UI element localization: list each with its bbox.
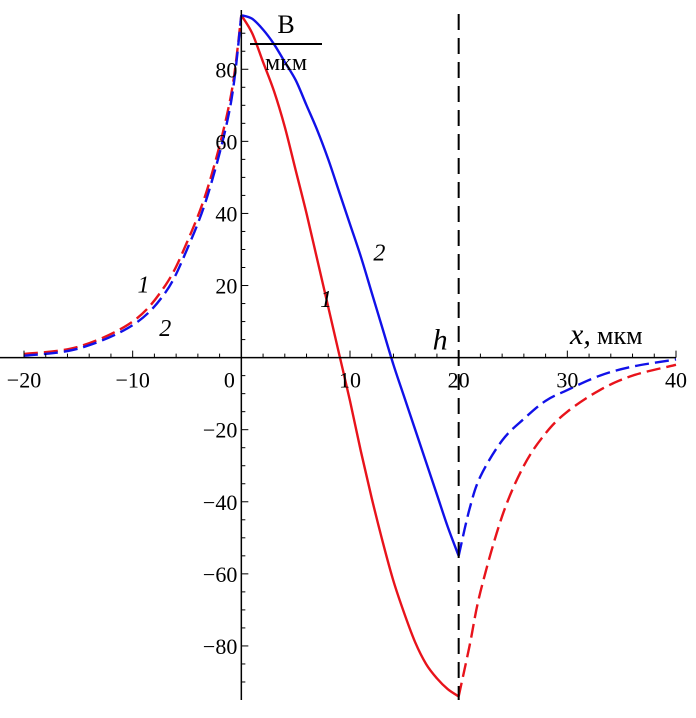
y-axis-title-denominator: мкм [265,50,307,76]
series-1-label: 1 [138,273,150,299]
series-2-solid-segment-1 [240,14,460,557]
y-tick-label: −20 [203,418,237,443]
x-axis-title-variable: x, [569,318,591,351]
y-tick-label: 60 [215,129,237,154]
series-1-dashed-segment-2 [457,363,677,697]
y-axis-title-numerator: B [277,10,294,39]
y-tick-label: −40 [203,490,237,515]
boundary-h-label: h [433,324,448,357]
series-1-solid-segment-1 [240,14,460,698]
y-tick-label: 80 [215,57,237,82]
x-tick-label: 0 [224,368,235,393]
series-2-dashed-segment-2 [457,358,677,557]
series-1-label: 1 [320,287,332,313]
y-tick-label: −80 [203,634,237,659]
series-2-dashed-segment-0 [23,15,243,357]
y-tick-label: 20 [215,274,237,299]
x-tick-label: −20 [7,368,41,393]
x-axis-title-unit: мкм [597,321,643,350]
x-tick-label: 30 [556,368,578,393]
y-tick-label: 40 [215,201,237,226]
x-tick-label: 10 [339,368,361,393]
series-2-label: 2 [373,240,385,266]
labels-layer: B мкм x, мкм [250,10,643,351]
x-tick-label: −10 [115,368,149,393]
series-1-dashed-segment-0 [23,15,243,356]
series-2-label: 2 [159,316,171,342]
x-tick-label: 40 [665,368,687,393]
y-tick-label: −60 [203,562,237,587]
